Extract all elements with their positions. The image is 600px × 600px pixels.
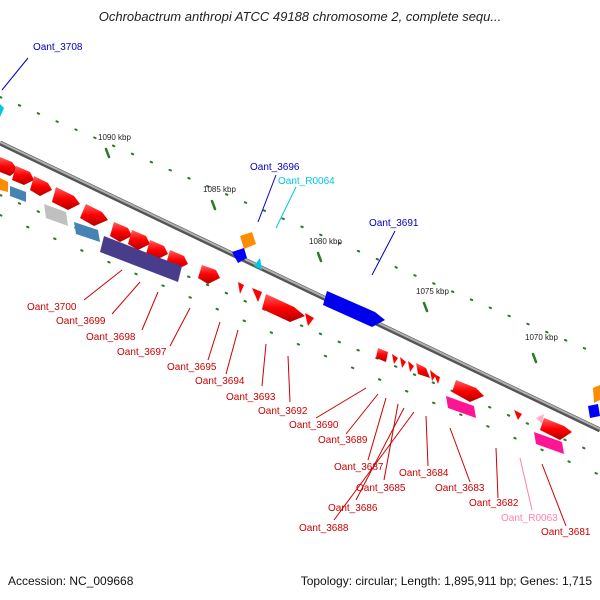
- label-leader-lines: [1, 57, 567, 527]
- scale-label-1070: 1070 kbp: [525, 333, 558, 342]
- feature-steel-a[interactable]: [10, 186, 26, 202]
- feature-oant-3696[interactable]: [232, 248, 247, 263]
- scale-ticks: [0, 96, 600, 476]
- feature-red-g[interactable]: [128, 230, 150, 250]
- label-oant-3691[interactable]: Oant_3691: [369, 218, 419, 229]
- feature-oant-3708[interactable]: [0, 104, 4, 117]
- feature-oant-3685[interactable]: [408, 361, 414, 372]
- feature-purple-block[interactable]: [100, 236, 182, 282]
- reverse-strand-features[interactable]: [0, 157, 572, 454]
- chromosome-backbone: [0, 140, 600, 433]
- label-oant-3684[interactable]: Oant_3684: [399, 468, 449, 479]
- gene-labels[interactable]: Oant_3708 Oant_3696 Oant_R0064 Oant_3691…: [27, 42, 591, 538]
- feature-oant-r0063[interactable]: [536, 414, 544, 424]
- feature-grey-a[interactable]: [44, 204, 68, 226]
- label-oant-3687[interactable]: Oant_3687: [334, 462, 384, 473]
- feature-oant-3684[interactable]: [434, 374, 440, 384]
- label-oant-3681[interactable]: Oant_3681: [541, 527, 591, 538]
- label-oant-3690[interactable]: Oant_3690: [289, 420, 339, 431]
- scale-label-1085: 1085 kbp: [203, 185, 236, 194]
- forward-strand-features[interactable]: [0, 104, 600, 418]
- label-oant-3708[interactable]: Oant_3708: [33, 42, 83, 53]
- feature-red-e[interactable]: [80, 204, 108, 226]
- feature-oant-3694[interactable]: [238, 282, 244, 294]
- label-oant-3683[interactable]: Oant_3683: [435, 483, 485, 494]
- feature-pink-a[interactable]: [446, 396, 476, 418]
- label-oant-3699[interactable]: Oant_3699: [56, 316, 106, 327]
- label-oant-3700[interactable]: Oant_3700: [27, 302, 77, 313]
- label-oant-3685[interactable]: Oant_3685: [356, 483, 406, 494]
- feature-red-c[interactable]: [30, 176, 52, 196]
- scale-label-1080: 1080 kbp: [309, 237, 342, 246]
- label-oant-3682[interactable]: Oant_3682: [469, 498, 519, 509]
- feature-oant-3693[interactable]: [252, 288, 262, 302]
- label-oant-3698[interactable]: Oant_3698: [86, 332, 136, 343]
- scale-label-1075: 1075 kbp: [416, 287, 449, 296]
- label-oant-r0063[interactable]: Oant_R0063: [501, 513, 558, 524]
- feature-red-d[interactable]: [52, 187, 80, 210]
- label-oant-3686[interactable]: Oant_3686: [328, 503, 378, 514]
- feature-oant-3695[interactable]: [198, 265, 220, 284]
- feature-oant-3690[interactable]: [376, 348, 388, 362]
- genome-summary: Topology: circular; Length: 1,895,911 bp…: [300, 574, 592, 588]
- feature-oant-3691[interactable]: [323, 291, 385, 327]
- feature-pink-b[interactable]: [534, 432, 564, 454]
- label-oant-3696[interactable]: Oant_3696: [250, 162, 300, 173]
- label-oant-3695[interactable]: Oant_3695: [167, 362, 217, 373]
- feature-red-f[interactable]: [110, 222, 132, 242]
- label-oant-3689[interactable]: Oant_3689: [318, 435, 368, 446]
- scale-label-1090: 1090 kbp: [98, 133, 131, 142]
- label-oant-3692[interactable]: Oant_3692: [258, 406, 308, 417]
- feature-oant-3686[interactable]: [416, 363, 430, 378]
- feature-blue-2[interactable]: [588, 404, 600, 418]
- accession-label: Accession: NC_009668: [8, 574, 134, 588]
- label-oant-3693[interactable]: Oant_3693: [226, 392, 276, 403]
- feature-oant-3682[interactable]: [514, 410, 522, 420]
- feature-orange-1[interactable]: [240, 232, 256, 249]
- feature-steel-b[interactable]: [74, 222, 100, 242]
- map-title: Ochrobactrum anthropi ATCC 49188 chromos…: [98, 9, 502, 24]
- feature-oant-3681[interactable]: [540, 418, 572, 440]
- feature-red-a[interactable]: [0, 157, 18, 176]
- feature-orange-2[interactable]: [593, 385, 600, 403]
- feature-oant-3688[interactable]: [430, 370, 436, 381]
- label-oant-3688[interactable]: Oant_3688: [299, 523, 349, 534]
- feature-orange-left[interactable]: [0, 178, 8, 192]
- label-oant-3697[interactable]: Oant_3697: [117, 347, 167, 358]
- feature-oant-3683[interactable]: [452, 380, 484, 402]
- feature-red-j[interactable]: [305, 313, 314, 326]
- feature-oant-3692[interactable]: [262, 294, 305, 322]
- feature-oant-r0064[interactable]: [254, 258, 262, 270]
- feature-oant-3689[interactable]: [392, 354, 398, 364]
- label-oant-r0064[interactable]: Oant_R0064: [278, 176, 335, 187]
- feature-oant-3687[interactable]: [400, 357, 406, 368]
- feature-red-b[interactable]: [12, 166, 34, 185]
- label-oant-3694[interactable]: Oant_3694: [195, 376, 245, 387]
